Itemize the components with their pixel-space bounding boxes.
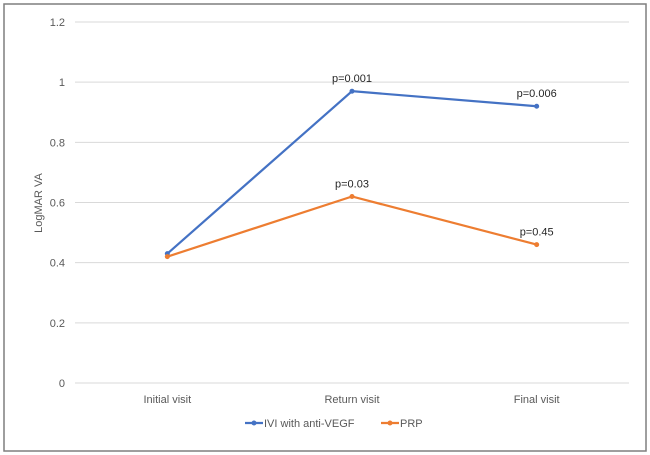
x-tick-label: Initial visit bbox=[143, 394, 191, 406]
x-tick-label: Final visit bbox=[514, 394, 560, 406]
p-value-label: p=0.03 bbox=[335, 178, 369, 190]
y-tick-label: 0.6 bbox=[50, 198, 65, 210]
legend-label: IVI with anti-VEGF bbox=[264, 418, 355, 430]
y-tick-label: 0 bbox=[59, 378, 65, 390]
y-tick-label: 0.8 bbox=[50, 137, 65, 149]
data-point bbox=[349, 88, 355, 94]
data-point bbox=[534, 242, 540, 248]
data-point bbox=[349, 193, 355, 199]
y-axis-label: LogMAR VA bbox=[33, 172, 45, 232]
x-tick-label: Return visit bbox=[324, 394, 379, 406]
data-point bbox=[164, 254, 170, 260]
legend-label: PRP bbox=[400, 418, 423, 430]
p-value-label: p=0.006 bbox=[517, 88, 557, 100]
data-point bbox=[534, 103, 540, 109]
y-tick-label: 1.2 bbox=[50, 17, 65, 29]
legend-marker bbox=[387, 420, 393, 426]
y-tick-label: 0.4 bbox=[50, 258, 65, 270]
chart-border bbox=[3, 3, 647, 452]
legend-marker bbox=[251, 420, 257, 426]
y-tick-label: 1 bbox=[59, 77, 65, 89]
y-tick-label: 0.2 bbox=[50, 318, 65, 330]
p-value-label: p=0.001 bbox=[332, 73, 372, 85]
p-value-label: p=0.45 bbox=[520, 227, 554, 239]
